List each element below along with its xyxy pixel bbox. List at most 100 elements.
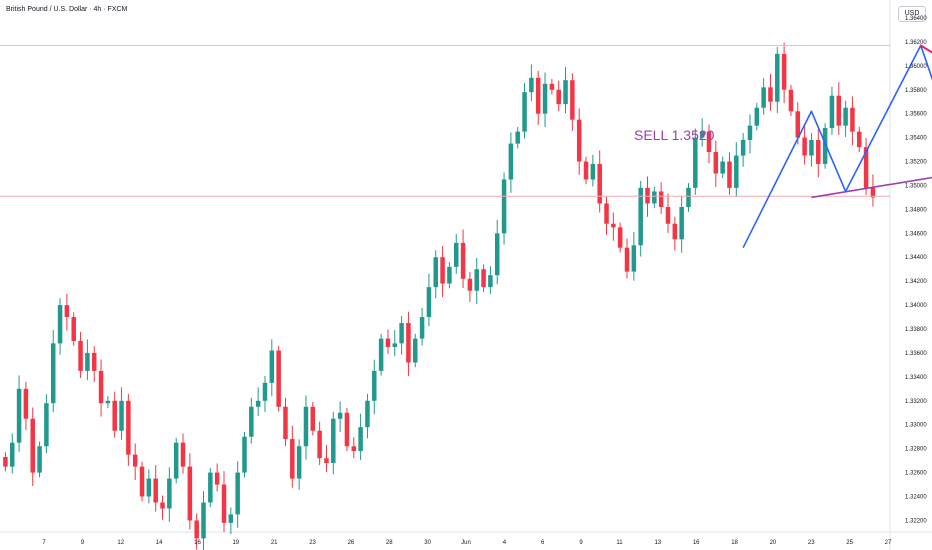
candle-body [50,343,56,404]
candle-body [71,317,76,341]
candle-body [549,83,555,90]
time-tick-label: 9 [579,540,583,546]
candle-body [556,89,561,105]
candle-body [597,163,602,204]
candle-body [447,266,452,284]
candle-body [365,400,370,428]
candle-body [269,350,275,383]
candle-body [23,388,29,419]
candle-body [583,161,589,180]
candle-body [734,155,739,188]
candle-body [351,446,357,452]
candle-body [453,242,459,267]
time-tick-label: 28 [386,540,393,546]
candle-body [720,161,725,174]
time-tick-label: 18 [731,540,738,546]
candle-body [693,137,698,188]
neckline [811,176,932,199]
drawings: SELL 1.3520 [0,44,932,249]
time-tick-label: 21 [271,540,278,546]
candle-body [857,131,862,148]
candle-body [850,107,855,132]
candle-body [481,269,486,288]
candle-body [747,125,753,141]
candle-body [187,466,193,521]
candle-body [822,128,828,164]
candle-body [242,436,247,473]
candle-body [413,338,418,363]
candle-body [665,206,671,224]
candle-body [119,400,124,431]
price-tick-label: 1.35400 [905,136,927,142]
candle-body [44,403,49,447]
candle-body [645,187,650,204]
time-tick-label: Jun [461,540,471,546]
candle-body [788,89,794,112]
time-tick-label: 27 [885,540,892,546]
candle-body [37,446,42,473]
time-tick-label: 26 [348,540,355,546]
price-tick-label: 1.32200 [905,518,927,524]
candle-body [16,388,22,443]
price-tick-label: 1.34200 [905,279,927,285]
candle-body [658,191,664,207]
candle-body [372,370,377,401]
time-tick-label: 7 [42,540,46,546]
currency-button[interactable]: USD [898,6,926,22]
candle-body [775,53,780,102]
candle-body [761,87,766,108]
candle-body [802,137,807,156]
price-tick-label: 1.35200 [905,160,927,166]
candle-body [9,442,15,467]
candle-body [727,161,732,188]
candle-body [208,472,213,503]
candle-body [768,87,773,102]
candle-body [358,427,363,452]
candle-body [535,77,541,114]
candle-body [474,269,479,291]
candle-body [576,119,582,162]
candle-body [276,350,281,407]
candle-body [378,338,384,371]
candle-body [303,406,309,447]
candle-body [836,95,842,126]
candle-body [843,107,848,126]
candle-body [501,179,507,234]
price-tick-label: 1.34000 [905,303,927,309]
candle-body [440,257,445,284]
sell-label: SELL 1.3520 [634,127,715,143]
candle-body [385,338,391,347]
candle-body [30,418,35,473]
time-tick-label: 30 [424,540,431,546]
price-tick-label: 1.33800 [905,327,927,333]
candle-body [235,472,240,515]
price-tick-label: 1.35600 [905,112,927,118]
time-tick-label: 13 [654,540,661,546]
price-tick-label: 1.34800 [905,207,927,213]
price-tick-label: 1.33400 [905,375,927,381]
candle-body [563,80,568,105]
price-axis: 1.36400 1.36200 1.36000 1.35800 1.35600 1.354… [905,16,927,524]
candle-body [85,352,90,371]
candle-body [809,140,814,156]
candle-body [324,458,329,464]
candle-body [201,502,206,539]
candle-body [249,406,254,437]
candle-body [139,466,145,497]
candle-body [64,305,70,318]
candle-body [337,412,343,419]
candle-body [91,352,97,371]
candle-body [638,187,643,246]
candle-body [706,131,712,152]
candle-body [153,478,158,503]
candle-body [611,223,616,228]
candle-body [713,151,719,174]
candle-body [617,227,623,248]
candle-body [488,275,493,288]
candle-body [816,140,821,164]
candle-body [406,323,411,363]
candle-body [508,143,514,180]
time-tick-label: 25 [846,540,853,546]
